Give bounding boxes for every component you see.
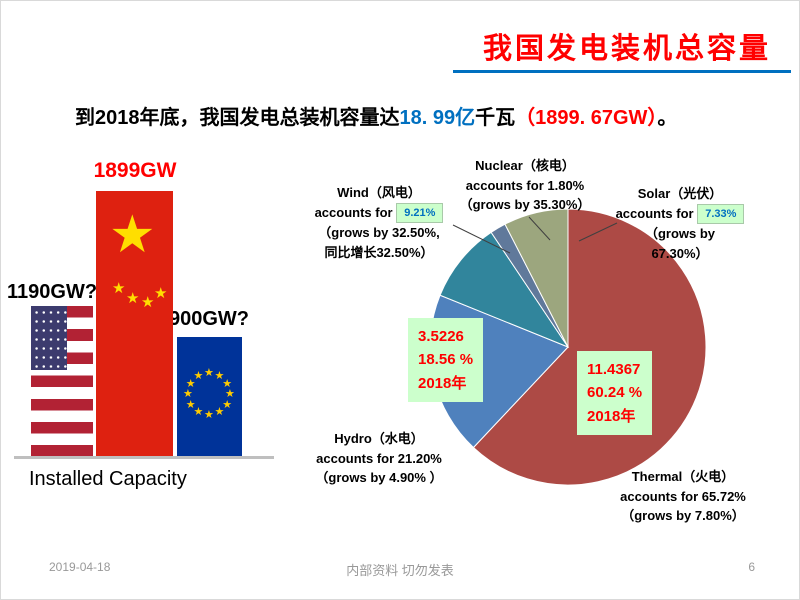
eu-star-icon: ★ [222,377,233,390]
hydro-label-title: Hydro（水电） [334,431,424,446]
eu-star-icon: ★ [214,369,225,382]
usa-value-label: 1190GW? [7,281,98,303]
nuclear-label-title: Nuclear（核电） [475,158,575,173]
hydro-percent: 18.56 % [418,351,474,369]
usa-flag-canton [31,306,67,370]
subtitle-prefix: 到2018年底，我国发电总装机容量达 [75,107,400,129]
hydro-value-box: 3.5226 18.56 % 2018年 [408,318,484,402]
subtitle: 到2018年底，我国发电总装机容量达18. 99亿千瓦（1899. 67GW）。 [75,101,677,130]
nuclear-label-share: accounts for 1.80% [465,177,585,193]
subtitle-suffix: 。 [657,107,678,129]
title-underline [453,70,791,73]
solar-label-share-text: accounts for [615,205,698,221]
wind-callout-label: Wind（风电） accounts for 9.21% （grows by 32… [302,183,456,262]
eu-star-icon: ★ [193,406,204,419]
bar-chart-caption: Installed Capacity [29,468,187,490]
hydro-amount: 3.5226 [418,328,464,345]
nuclear-callout-label: Nuclear（核电） accounts for 1.80% （grows by… [449,156,601,215]
china-small-star-icon: ★ [112,280,126,297]
china-small-star-icon: ★ [126,290,140,307]
eu-star-icon: ★ [185,398,196,411]
thermal-amount: 11.4367 [587,361,641,378]
hydro-callout-label: Hydro（水电） accounts for 21.20% （grows by … [299,429,459,488]
thermal-year: 2018年 [587,407,636,425]
wind-share-badge: 9.21% [396,202,444,224]
wind-label-share: accounts for 9.21% [302,202,456,224]
eu-star-icon: ★ [204,367,214,379]
wind-label-growth: （grows by 32.50%, [318,225,440,241]
eu-star-icon: ★ [185,377,196,390]
eu-star-icon: ★ [204,409,214,421]
eu-star-icon: ★ [183,388,193,400]
thermal-value-box: 11.4367 60.24 % 2018年 [577,351,653,435]
solar-share-badge: 7.33% [697,203,745,225]
eu-flag-bar: ★ ★ ★ ★ ★ ★ ★ ★ ★ ★ ★ ★ [177,337,242,456]
hydro-label-growth: （grows by 4.90% ） [315,470,443,485]
thermal-callout-label: Thermal（火电） accounts for 65.72% （grows b… [594,467,772,526]
pie-slice-solar [504,208,569,348]
subtitle-gw-value: （1899. 67GW） [515,107,658,129]
eu-star-icon: ★ [225,388,235,400]
solar-label-growth: （grows by [644,226,716,242]
subtitle-capacity-value: 18. 99亿 [399,107,476,129]
wind-label-share-text: accounts for [314,204,397,220]
china-small-star-icon: ★ [141,294,155,311]
china-value-label: 1899GW [93,159,177,182]
nuclear-label-growth: （grows by 35.30%） [459,197,591,212]
china-flag-bar: ★ ★ ★ ★ ★ [96,191,173,456]
solar-label-share: accounts for 7.33% [604,203,756,225]
thermal-percent: 60.24 % [587,384,643,402]
china-small-star-icon: ★ [154,285,168,302]
solar-label-title: Solar（光伏） [637,186,723,201]
subtitle-unit: 千瓦 [475,107,516,129]
thermal-label-title: Thermal（火电） [631,469,735,484]
hydro-label-share: accounts for 21.20% [316,450,442,466]
eu-star-icon: ★ [214,406,225,419]
chart-baseline [14,456,274,459]
thermal-label-growth: （grows by 7.80%） [621,508,745,523]
solar-callout-label: Solar（光伏） accounts for 7.33% （grows by 6… [604,184,756,263]
eu-star-icon: ★ [193,369,204,382]
page-title: 我国发电装机总容量 [482,33,771,65]
hydro-year: 2018年 [418,374,467,392]
thermal-label-share: accounts for 65.72% [620,488,746,504]
footer-date: 2019-04-18 [49,560,111,574]
eu-value-label: 900GW? [169,308,250,330]
footer-notice: 内部资料 切勿发表 [346,563,454,578]
usa-flag-bar [31,306,93,456]
solar-label-growth2: 67.30%） [651,245,709,261]
eu-star-icon: ★ [222,398,233,411]
wind-label-growth-cn: 同比增长32.50%） [324,244,434,260]
footer-page-number: 6 [748,560,755,574]
wind-label-title: Wind（风电） [337,185,421,200]
china-big-star-icon: ★ [109,206,156,264]
